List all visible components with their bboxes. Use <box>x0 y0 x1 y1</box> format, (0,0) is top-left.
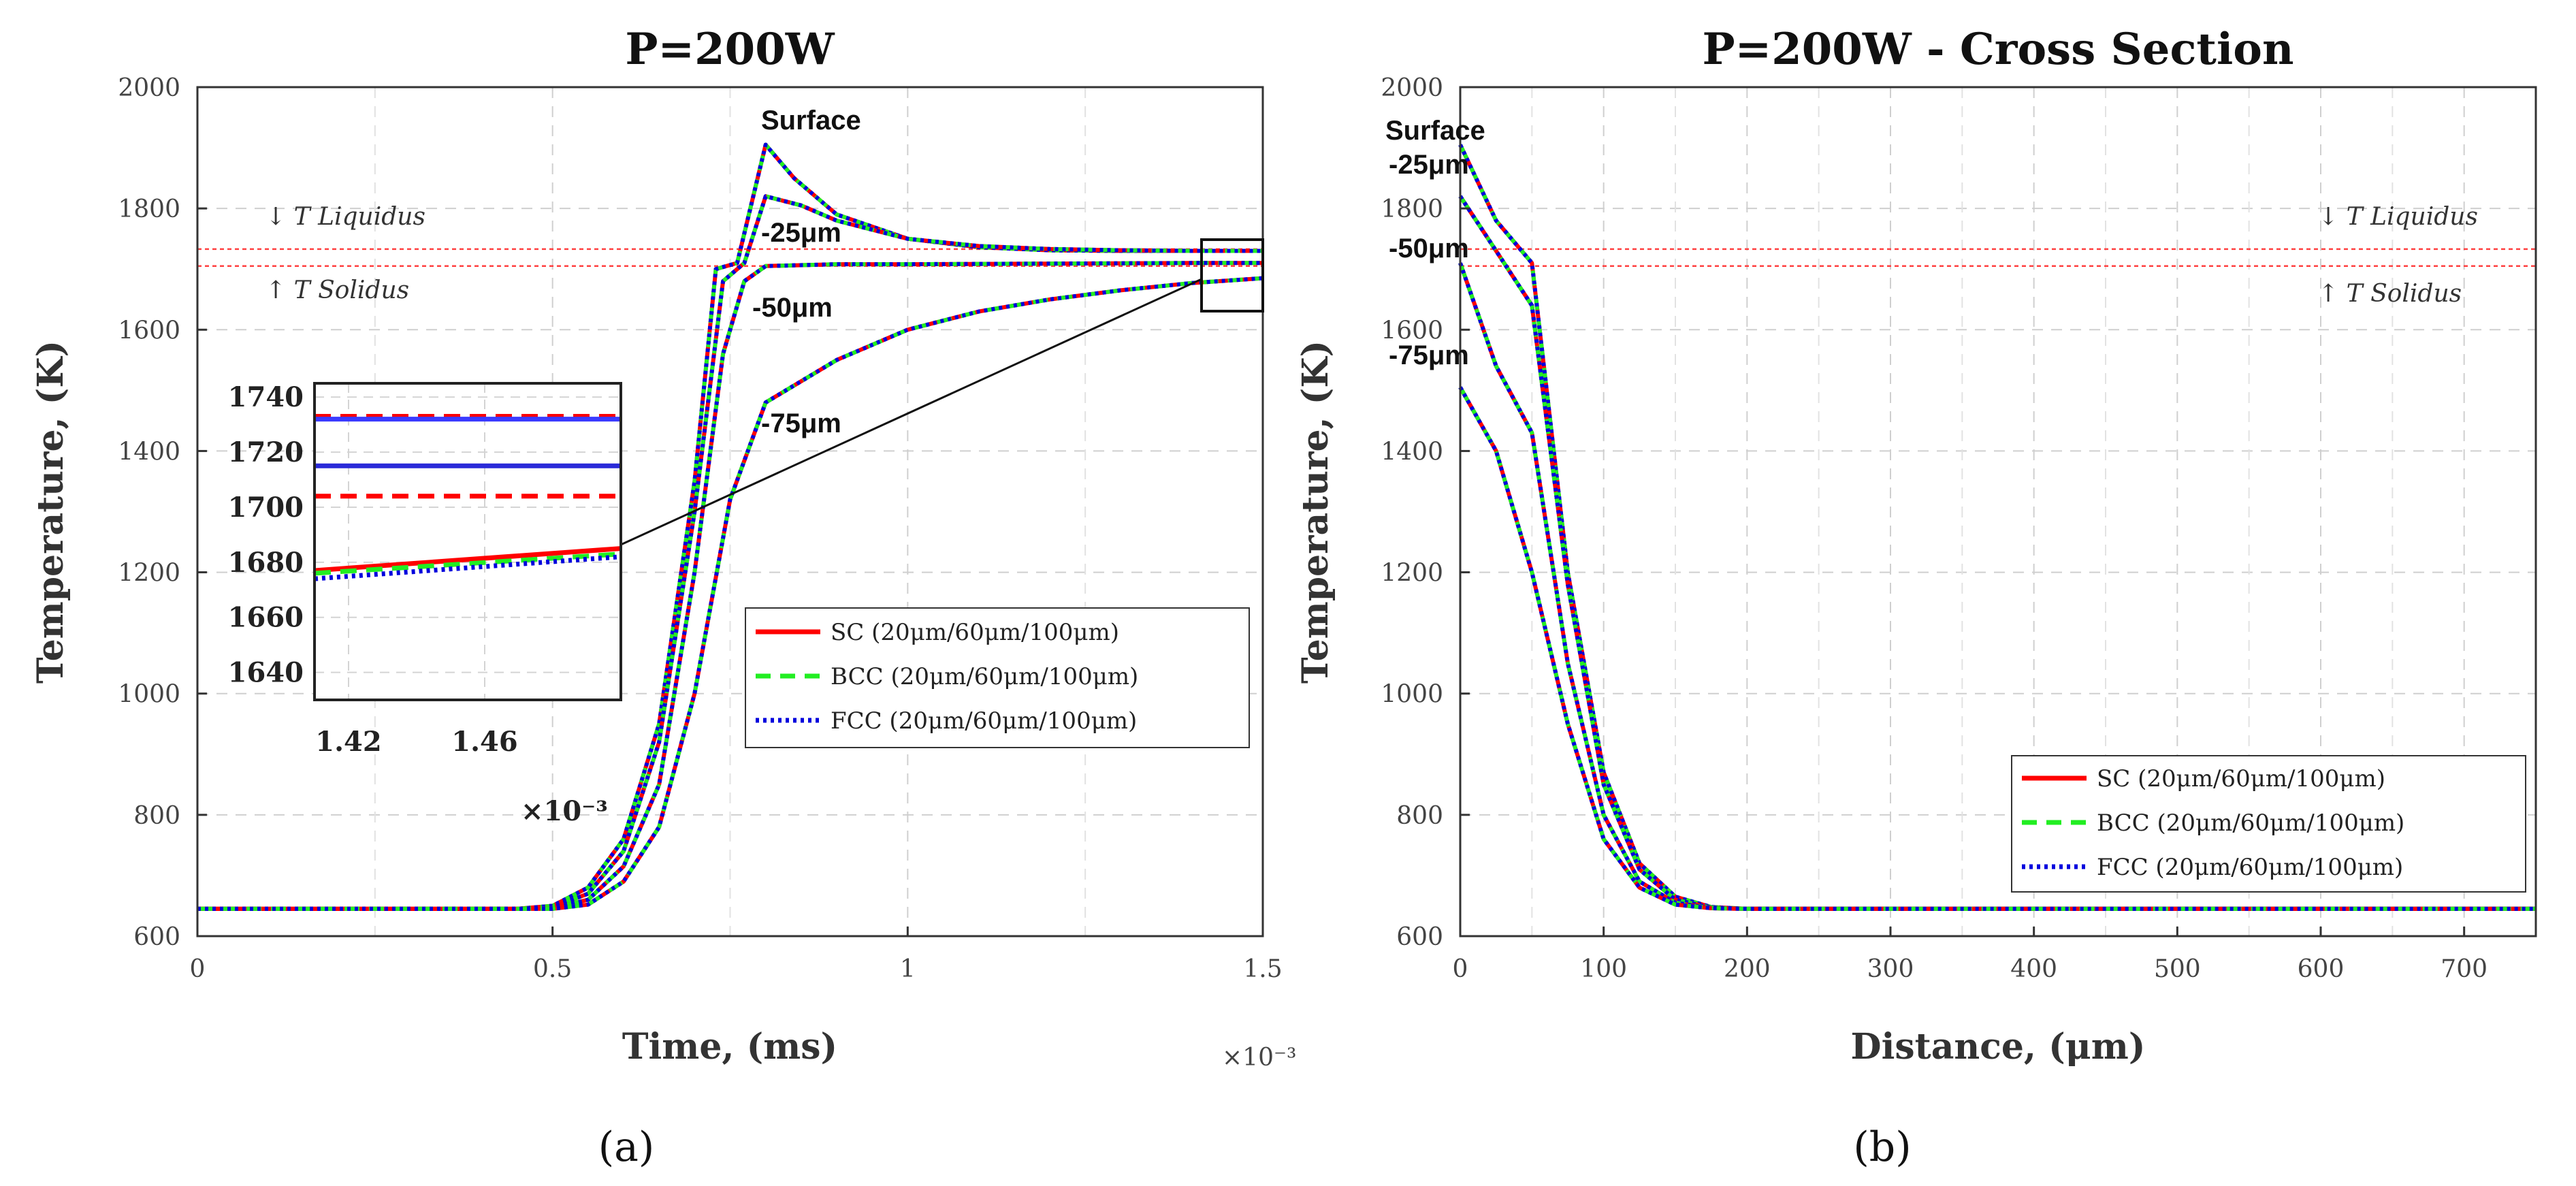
panel-b-depth-label-50: -50μm <box>1389 234 1469 263</box>
panel-a-x-tick-label: 1.5 <box>1243 955 1282 983</box>
panel-a-y-tick-label: 1000 <box>118 681 180 709</box>
panel-b-title: P=200W - Cross Section <box>1702 24 2293 75</box>
panel-a-x-ticks: 0 0.5 1 1.5 <box>190 927 1283 983</box>
panel-b-series <box>1458 144 2536 911</box>
inset-x-ticks: 1.42 1.46 <box>315 726 517 758</box>
panel-a-x-tick-label: 1 <box>900 955 916 983</box>
panel-a-title: P=200W <box>625 24 835 75</box>
inset-y-tick-label: 1660 <box>228 602 304 634</box>
panel-a-x-tick-label: 0 <box>190 955 206 983</box>
panel-b-depth-label-25: -25μm <box>1389 150 1469 180</box>
inset-y-tick-label: 1740 <box>228 381 304 413</box>
panel-b-depth-label-surface: Surface <box>1385 116 1485 146</box>
panel-b-x-tick-label: 300 <box>1867 955 1914 983</box>
panel-a-ylabel: Temperature, (K) <box>30 340 71 684</box>
inset-y-tick-label: 1640 <box>228 657 304 689</box>
zoom-inset: 1640 1660 1680 1700 1720 1740 1.42 1.46 ×10⁻³ <box>228 381 622 827</box>
panel-a-series-line <box>197 194 1263 911</box>
panel-b-x-ticks: 0 100 200 300 400 500 600 700 <box>1453 927 2488 983</box>
inset-frame <box>313 382 622 701</box>
panel-b-legend-fcc: FCC (20μm/60μm/100μm) <box>2097 854 2403 881</box>
panel-a-y-tick-label: 1800 <box>118 195 180 223</box>
panel-a: P=200W 0 0.5 1 1.5 600 800 1000 1200 1400 1600 18… <box>30 24 1296 1171</box>
panel-b-ylabel: Temperature, (K) <box>1295 340 1336 684</box>
panel-b-legend-sc: SC (20μm/60μm/100μm) <box>2097 765 2385 792</box>
panel-a-liquidus-label: ↓ T Liquidus <box>265 203 425 231</box>
panel-a-depth-label-surface: Surface <box>761 106 861 135</box>
panel-b-xlabel: Distance, (μm) <box>1851 1026 2146 1068</box>
panel-b-caption: (b) <box>1853 1123 1911 1171</box>
panel-b-y-tick-label: 2000 <box>1381 74 1443 102</box>
panel-b-depth-label-75: -75μm <box>1389 340 1469 370</box>
inset-y-tick-label: 1720 <box>228 436 304 468</box>
panel-a-xlabel: Time, (ms) <box>622 1026 837 1068</box>
inset-x-tick-label: 1.42 <box>315 726 381 758</box>
panel-b-y-tick-label: 1600 <box>1381 317 1443 344</box>
panel-b-x-tick-label: 500 <box>2154 955 2201 983</box>
panel-b-solidus-label: ↑ T Solidus <box>2318 280 2462 308</box>
panel-a-depth-label-50: -50μm <box>752 293 833 323</box>
panel-a-solidus-label: ↑ T Solidus <box>265 276 409 304</box>
zoom-region-box <box>1200 238 1264 312</box>
panel-a-y-ticks: 600 800 1000 1200 1400 1600 1800 2000 <box>118 74 207 951</box>
panel-b-series-line <box>1458 386 2536 911</box>
panel-a-legend: SC (20μm/60μm/100μm) BCC (20μm/60μm/100μ… <box>745 607 1250 748</box>
panel-b-y-ticks: 600 800 1000 1200 1400 1600 1800 2000 <box>1381 74 1470 951</box>
panel-b-y-tick-label: 800 <box>1396 802 1443 830</box>
panel-b-y-tick-label: 1000 <box>1381 681 1443 709</box>
panel-b-legend-box <box>2011 755 2526 893</box>
zoom-connector-line <box>620 278 1202 546</box>
panel-b-x-tick-label: 700 <box>2441 955 2488 983</box>
inset-x-multiplier: ×10⁻³ <box>521 795 608 827</box>
panel-b-y-tick-label: 1800 <box>1381 195 1443 223</box>
panel-a-x-multiplier: ×10⁻³ <box>1222 1044 1296 1072</box>
inset-grid <box>315 383 621 700</box>
panel-b-x-tick-label: 0 <box>1453 955 1468 983</box>
panel-a-y-tick-label: 800 <box>133 802 180 830</box>
panel-a-y-tick-label: 1400 <box>118 438 180 466</box>
inset-x-tick-label: 1.46 <box>451 726 517 758</box>
panel-a-y-tick-label: 2000 <box>118 74 180 102</box>
inset-y-tick-label: 1700 <box>228 492 304 524</box>
panel-b-y-tick-label: 1400 <box>1381 438 1443 466</box>
panel-a-legend-bcc: BCC (20μm/60μm/100μm) <box>831 663 1138 690</box>
inset-y-tick-label: 1680 <box>228 547 304 579</box>
panel-b-x-tick-label: 200 <box>1724 955 1771 983</box>
panel-a-y-tick-label: 1600 <box>118 317 180 344</box>
panel-a-series-line <box>197 276 1263 911</box>
panel-b-plot-frame <box>1459 86 2537 937</box>
panel-a-depth-label-75: -75μm <box>761 408 841 438</box>
panel-b-liquidus-label: ↓ T Liquidus <box>2318 203 2478 231</box>
panel-a-legend-fcc: FCC (20μm/60μm/100μm) <box>831 707 1137 735</box>
panel-a-y-tick-label: 600 <box>133 923 180 951</box>
panel-b-legend: SC (20μm/60μm/100μm) BCC (20μm/60μm/100μ… <box>2011 755 2526 893</box>
panel-a-legend-sc: SC (20μm/60μm/100μm) <box>831 619 1119 646</box>
panel-b-y-tick-label: 1200 <box>1381 560 1443 588</box>
inset-line <box>314 554 622 581</box>
panel-a-y-tick-label: 1200 <box>118 560 180 588</box>
panel-b-reference-lines <box>1460 248 2536 268</box>
panel-b-x-tick-label: 400 <box>2010 955 2057 983</box>
panel-a-legend-box <box>745 607 1250 748</box>
panel-b-x-tick-label: 100 <box>1580 955 1627 983</box>
panel-b-x-tick-label: 600 <box>2298 955 2345 983</box>
inset-y-ticks: 1640 1660 1680 1700 1720 1740 <box>228 381 304 688</box>
panel-a-x-tick-label: 0.5 <box>533 955 572 983</box>
panel-a-caption: (a) <box>598 1123 655 1171</box>
inset-line <box>314 546 622 573</box>
panel-a-series <box>197 142 1263 911</box>
inset-lines <box>314 414 622 581</box>
panel-b-y-tick-label: 600 <box>1396 923 1443 951</box>
panel-b-legend-bcc: BCC (20μm/60μm/100μm) <box>2097 810 2404 837</box>
panel-a-depth-label-25: -25μm <box>761 218 841 248</box>
panel-b: P=200W - Cross Section 0 100 200 300 400 500 6… <box>1295 24 2537 1171</box>
panel-a-plot-frame <box>196 86 1264 937</box>
inset-background <box>315 383 621 700</box>
